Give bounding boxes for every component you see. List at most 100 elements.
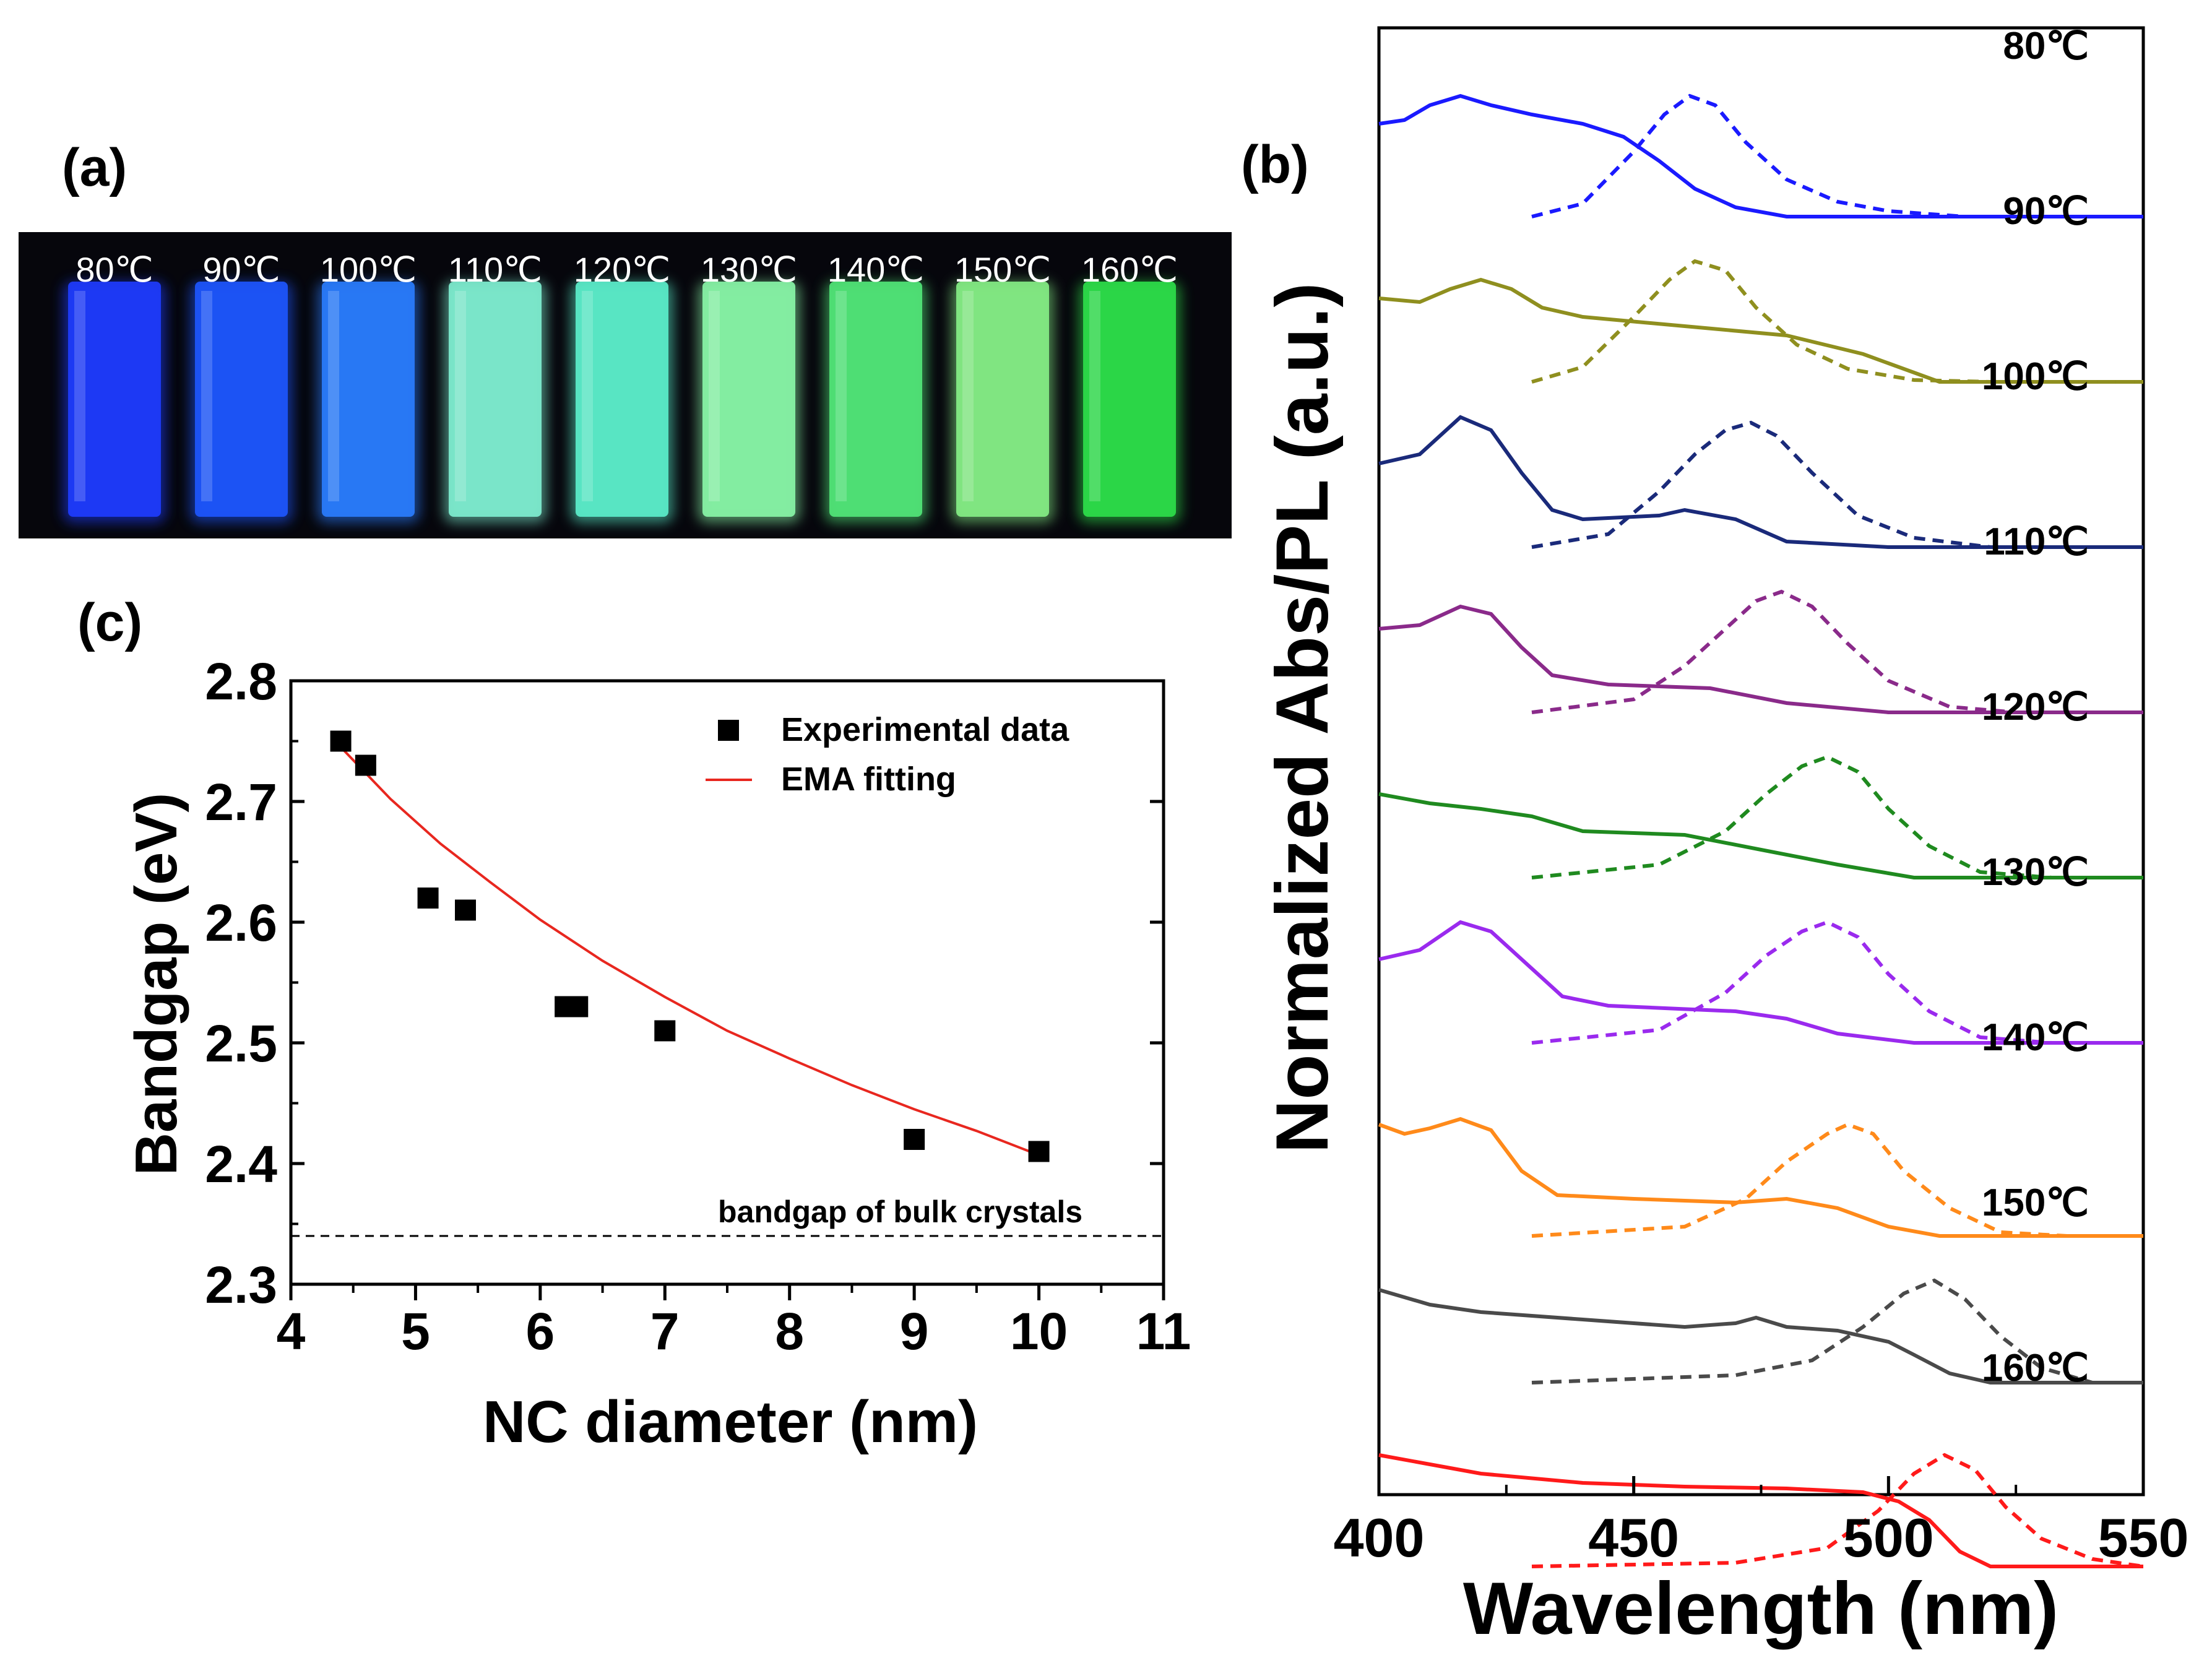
vial-body <box>195 282 288 517</box>
absorption-curve <box>1378 1288 2143 1384</box>
data-point <box>567 996 589 1017</box>
vial-highlight <box>582 291 593 501</box>
wavelength-tick-label: 450 <box>1588 1507 1679 1568</box>
vial-body <box>68 282 161 517</box>
vial-body <box>576 282 668 517</box>
x-tick-label: 11 <box>1136 1302 1191 1360</box>
panel-label-b: (b) <box>1241 135 1309 194</box>
y-axis-label: Bandgap (eV) <box>123 793 189 1176</box>
pl-curve <box>1531 754 2143 879</box>
pl-curve <box>1531 1122 2143 1238</box>
absorption-curve <box>1378 792 2143 879</box>
data-point <box>355 754 376 776</box>
y-axis: 2.3 2.4 2.5 2.6 2.7 2.8 <box>205 652 1164 1314</box>
photo-panel: 80℃ 90℃ 100℃ 110℃ 120℃ 130℃ 140℃ 150℃ 160℃ <box>19 232 1232 538</box>
vial-body <box>449 282 542 517</box>
vial-highlight <box>201 291 212 501</box>
temperature-label: 100℃ <box>1982 355 2089 398</box>
vial-3: 110℃ <box>444 250 547 523</box>
vial-label: 100℃ <box>320 250 417 289</box>
x-tick-label: 6 <box>525 1302 555 1360</box>
legend: Experimental data EMA fitting <box>706 711 1069 798</box>
x-tick-label: 4 <box>277 1302 306 1360</box>
absorption-curve <box>1378 920 2143 1045</box>
data-point <box>1028 1141 1050 1162</box>
vial-6: 140℃ <box>824 250 927 523</box>
y-tick-label: 2.5 <box>205 1014 277 1073</box>
vial-highlight <box>455 291 466 501</box>
data-point <box>904 1129 925 1150</box>
vial-label: 80℃ <box>76 250 153 289</box>
vial-4: 120℃ <box>571 250 673 523</box>
vial-label: 110℃ <box>448 250 542 289</box>
pl-curve <box>1531 1278 2143 1384</box>
x-tick-label: 10 <box>1010 1302 1068 1360</box>
pl-curve <box>1531 920 2143 1045</box>
vials: 80℃ 90℃ 100℃ 110℃ 120℃ 130℃ 140℃ 150℃ 160℃ <box>63 250 1181 523</box>
vial-body <box>1083 282 1176 517</box>
plot-frame <box>289 679 1165 1286</box>
ema-fitting-curve <box>340 746 1040 1157</box>
vial-highlight <box>709 291 720 501</box>
vial-label: 150℃ <box>954 250 1051 289</box>
wavelength-axis: 400 450 500 550 <box>1334 1476 2189 1568</box>
vial-highlight <box>836 291 847 501</box>
data-point <box>330 730 352 752</box>
pl-curve <box>1531 589 2143 714</box>
spectra-frame <box>1377 26 2145 1497</box>
spectrum-2: 100℃ <box>1378 355 2143 549</box>
vial-2: 100℃ <box>317 250 420 523</box>
absorption-curve <box>1378 93 2143 218</box>
vial-highlight <box>962 291 974 501</box>
data-point <box>455 899 476 921</box>
wavelength-tick-label: 500 <box>1843 1507 1934 1568</box>
spectrum-4: 120℃ <box>1378 686 2143 879</box>
spectrum-0: 80℃ <box>1378 25 2143 218</box>
x-tick-label: 8 <box>775 1302 804 1360</box>
legend-marker-experimental <box>718 720 739 741</box>
absorption-curve <box>1378 1117 2143 1238</box>
vial-body <box>322 282 415 517</box>
vial-label: 120℃ <box>574 250 670 289</box>
pl-curve <box>1531 1453 2144 1568</box>
spectrum-1: 90℃ <box>1378 190 2143 384</box>
wavelength-axis-label: Wavelength (nm) <box>1463 1567 2059 1650</box>
vial-highlight <box>328 291 339 501</box>
vial-highlight <box>1089 291 1100 501</box>
vial-body <box>702 282 795 517</box>
x-axis-label: NC diameter (nm) <box>483 1389 978 1455</box>
vial-highlight <box>74 291 85 501</box>
vial-5: 130℃ <box>698 250 800 523</box>
temperature-label: 110℃ <box>1984 520 2089 563</box>
data-point <box>417 888 439 909</box>
temperature-label: 120℃ <box>1982 686 2089 728</box>
vial-label: 90℃ <box>202 250 280 289</box>
temperature-label: 90℃ <box>2003 190 2089 233</box>
x-tick-label: 7 <box>650 1302 680 1360</box>
experimental-points <box>330 730 1050 1162</box>
legend-label-ema: EMA fitting <box>781 761 956 798</box>
wavelength-tick-label: 550 <box>2098 1507 2189 1568</box>
spectra-chart: 80℃ 90℃ 100℃ 110℃ 120℃ 130℃ 140℃ 150℃ 160℃ 400 45… <box>1261 25 2188 1650</box>
y-tick-label: 2.3 <box>205 1256 277 1314</box>
vial-0: 80℃ <box>63 250 166 523</box>
vial-1: 90℃ <box>190 250 293 523</box>
vial-body <box>829 282 922 517</box>
vial-8: 160℃ <box>1078 250 1181 523</box>
pl-curve <box>1531 259 2143 384</box>
spectra-curves: 80℃ 90℃ 100℃ 110℃ 120℃ 130℃ 140℃ 150℃ 160℃ <box>1378 25 2144 1568</box>
panel-label-a: (a) <box>62 138 127 197</box>
temperature-label: 80℃ <box>2003 25 2089 67</box>
x-axis: 4 5 6 7 8 9 10 11 <box>277 1284 1191 1360</box>
x-tick-label: 5 <box>401 1302 430 1360</box>
vial-label: 160℃ <box>1081 250 1178 289</box>
vial-body <box>956 282 1049 517</box>
bulk-bandgap-label: bandgap of bulk crystals <box>718 1194 1082 1229</box>
bandgap-chart: 2.3 2.4 2.5 2.6 2.7 2.8 4 5 6 7 8 9 10 11 bandgap of… <box>123 652 1191 1455</box>
pl-curve <box>1531 93 2143 218</box>
absorption-curve <box>1378 1453 2143 1568</box>
x-tick-label: 9 <box>900 1302 929 1360</box>
spectrum-8: 160℃ <box>1378 1347 2144 1568</box>
vial-label: 140℃ <box>827 250 924 289</box>
